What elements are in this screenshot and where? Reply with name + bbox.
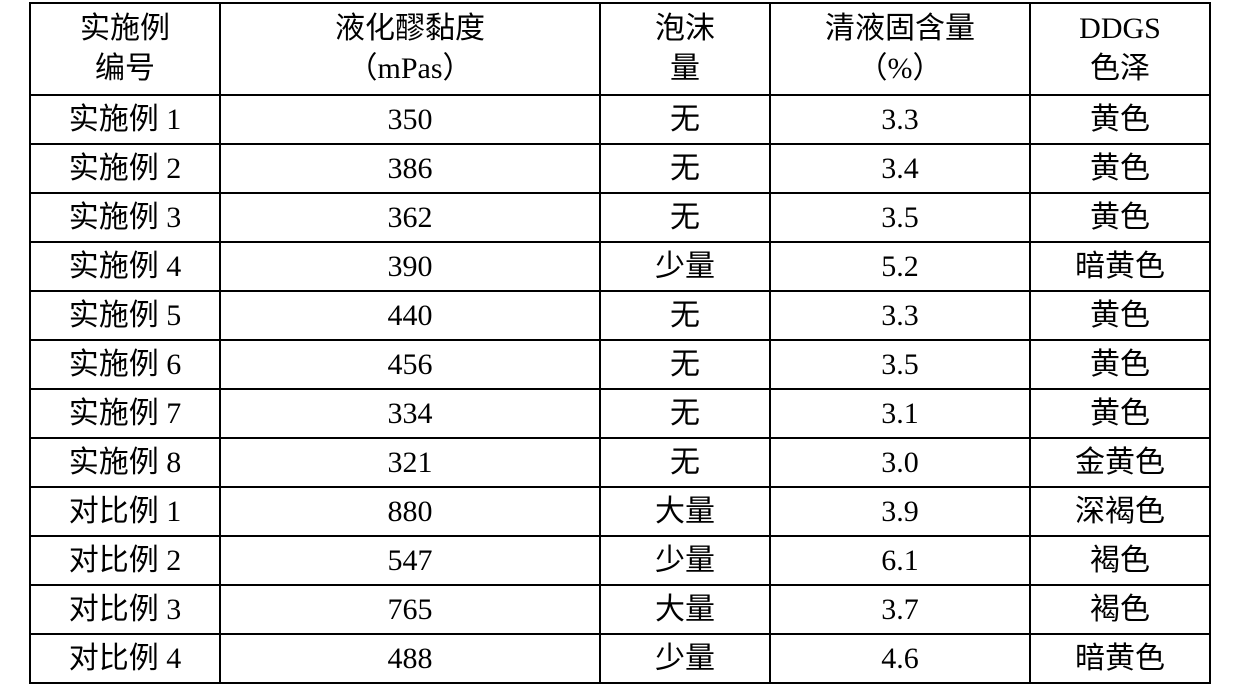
cell-viscosity: 334 bbox=[220, 389, 600, 438]
cell-foam: 无 bbox=[600, 95, 770, 144]
cell-solid: 3.4 bbox=[770, 144, 1030, 193]
data-table: 实施例 编号 液化醪黏度 （mPas） 泡沫 量 清液固含量 （%） bbox=[29, 2, 1211, 684]
table-body: 实施例 1 350 无 3.3 黄色 实施例 2 386 无 3.4 黄色 实施… bbox=[30, 95, 1210, 683]
table-row: 对比例 2 547 少量 6.1 褐色 bbox=[30, 536, 1210, 585]
cell-id: 实施例 6 bbox=[30, 340, 220, 389]
cell-viscosity: 880 bbox=[220, 487, 600, 536]
header-line1: 清液固含量 bbox=[779, 9, 1021, 50]
cell-viscosity: 440 bbox=[220, 291, 600, 340]
table-row: 实施例 7 334 无 3.1 黄色 bbox=[30, 389, 1210, 438]
cell-solid: 3.1 bbox=[770, 389, 1030, 438]
cell-solid: 3.5 bbox=[770, 340, 1030, 389]
cell-color: 黄色 bbox=[1030, 193, 1210, 242]
cell-viscosity: 350 bbox=[220, 95, 600, 144]
cell-color: 黄色 bbox=[1030, 291, 1210, 340]
table-row: 实施例 8 321 无 3.0 金黄色 bbox=[30, 438, 1210, 487]
cell-solid: 3.3 bbox=[770, 291, 1030, 340]
cell-solid: 3.0 bbox=[770, 438, 1030, 487]
header-line2: 量 bbox=[609, 49, 761, 90]
cell-id: 实施例 1 bbox=[30, 95, 220, 144]
cell-color: 黄色 bbox=[1030, 389, 1210, 438]
cell-color: 黄色 bbox=[1030, 95, 1210, 144]
table-row: 实施例 1 350 无 3.3 黄色 bbox=[30, 95, 1210, 144]
cell-color: 黄色 bbox=[1030, 144, 1210, 193]
table-row: 对比例 4 488 少量 4.6 暗黄色 bbox=[30, 634, 1210, 683]
cell-id: 实施例 5 bbox=[30, 291, 220, 340]
table-row: 实施例 6 456 无 3.5 黄色 bbox=[30, 340, 1210, 389]
table-row: 对比例 3 765 大量 3.7 褐色 bbox=[30, 585, 1210, 634]
cell-foam: 无 bbox=[600, 291, 770, 340]
header-foam: 泡沫 量 bbox=[600, 3, 770, 95]
cell-color: 金黄色 bbox=[1030, 438, 1210, 487]
cell-id: 实施例 4 bbox=[30, 242, 220, 291]
cell-id: 实施例 2 bbox=[30, 144, 220, 193]
header-line1: 实施例 bbox=[39, 9, 211, 50]
header-solid-content: 清液固含量 （%） bbox=[770, 3, 1030, 95]
table-row: 实施例 3 362 无 3.5 黄色 bbox=[30, 193, 1210, 242]
cell-color: 深褐色 bbox=[1030, 487, 1210, 536]
cell-solid: 3.5 bbox=[770, 193, 1030, 242]
table-row: 实施例 5 440 无 3.3 黄色 bbox=[30, 291, 1210, 340]
cell-foam: 无 bbox=[600, 193, 770, 242]
cell-id: 对比例 1 bbox=[30, 487, 220, 536]
cell-viscosity: 456 bbox=[220, 340, 600, 389]
header-line1: 泡沫 bbox=[609, 9, 761, 50]
header-line2: （%） bbox=[779, 49, 1021, 90]
header-line2: 色泽 bbox=[1039, 49, 1201, 90]
cell-id: 对比例 2 bbox=[30, 536, 220, 585]
cell-solid: 4.6 bbox=[770, 634, 1030, 683]
cell-viscosity: 386 bbox=[220, 144, 600, 193]
cell-id: 实施例 8 bbox=[30, 438, 220, 487]
cell-foam: 大量 bbox=[600, 585, 770, 634]
cell-foam: 无 bbox=[600, 340, 770, 389]
cell-viscosity: 321 bbox=[220, 438, 600, 487]
cell-color: 暗黄色 bbox=[1030, 242, 1210, 291]
cell-solid: 3.3 bbox=[770, 95, 1030, 144]
table-row: 实施例 2 386 无 3.4 黄色 bbox=[30, 144, 1210, 193]
cell-foam: 大量 bbox=[600, 487, 770, 536]
cell-color: 褐色 bbox=[1030, 585, 1210, 634]
cell-id: 对比例 3 bbox=[30, 585, 220, 634]
cell-viscosity: 362 bbox=[220, 193, 600, 242]
cell-solid: 3.7 bbox=[770, 585, 1030, 634]
cell-id: 实施例 7 bbox=[30, 389, 220, 438]
cell-viscosity: 488 bbox=[220, 634, 600, 683]
cell-viscosity: 390 bbox=[220, 242, 600, 291]
cell-foam: 无 bbox=[600, 438, 770, 487]
table-header-row: 实施例 编号 液化醪黏度 （mPas） 泡沫 量 清液固含量 （%） bbox=[30, 3, 1210, 95]
header-ddgs-color: DDGS 色泽 bbox=[1030, 3, 1210, 95]
header-viscosity: 液化醪黏度 （mPas） bbox=[220, 3, 600, 95]
cell-foam: 少量 bbox=[600, 242, 770, 291]
cell-solid: 6.1 bbox=[770, 536, 1030, 585]
cell-color: 黄色 bbox=[1030, 340, 1210, 389]
header-example-id: 实施例 编号 bbox=[30, 3, 220, 95]
table-row: 实施例 4 390 少量 5.2 暗黄色 bbox=[30, 242, 1210, 291]
cell-id: 对比例 4 bbox=[30, 634, 220, 683]
cell-color: 暗黄色 bbox=[1030, 634, 1210, 683]
cell-foam: 无 bbox=[600, 389, 770, 438]
cell-foam: 少量 bbox=[600, 634, 770, 683]
cell-foam: 无 bbox=[600, 144, 770, 193]
cell-solid: 5.2 bbox=[770, 242, 1030, 291]
cell-foam: 少量 bbox=[600, 536, 770, 585]
header-line2: 编号 bbox=[39, 49, 211, 90]
table-row: 对比例 1 880 大量 3.9 深褐色 bbox=[30, 487, 1210, 536]
cell-viscosity: 547 bbox=[220, 536, 600, 585]
cell-solid: 3.9 bbox=[770, 487, 1030, 536]
header-line2: （mPas） bbox=[229, 49, 591, 90]
cell-id: 实施例 3 bbox=[30, 193, 220, 242]
header-line1: 液化醪黏度 bbox=[229, 9, 591, 50]
cell-color: 褐色 bbox=[1030, 536, 1210, 585]
header-line1: DDGS bbox=[1039, 9, 1201, 50]
cell-viscosity: 765 bbox=[220, 585, 600, 634]
